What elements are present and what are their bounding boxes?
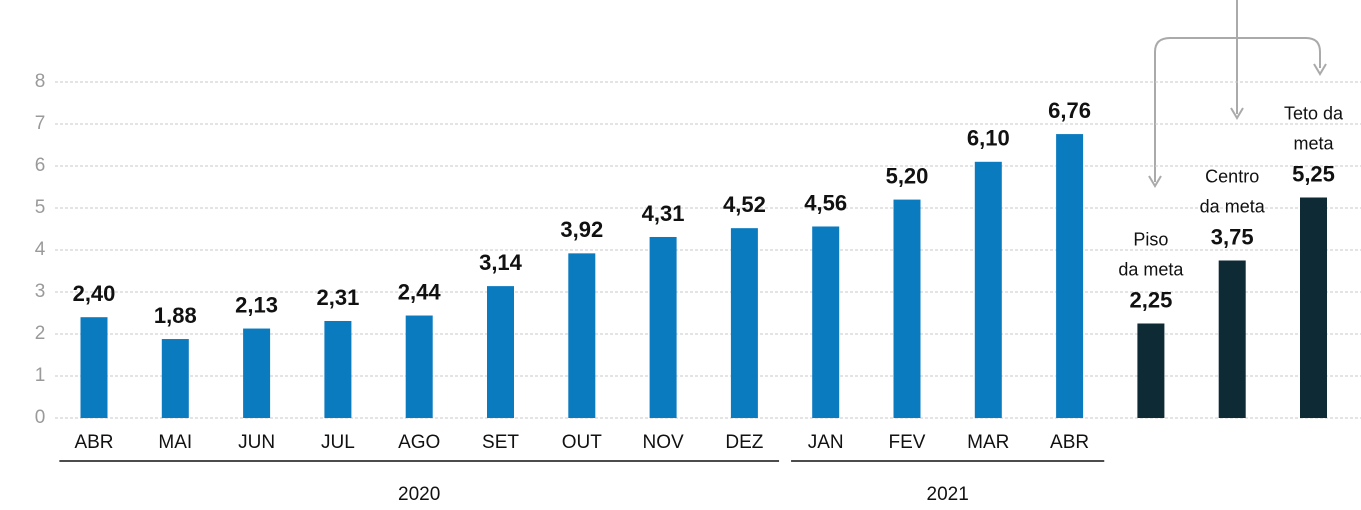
value-label: 1,88	[154, 303, 197, 328]
value-label: 4,31	[642, 201, 685, 226]
group-label: 2021	[927, 484, 969, 505]
bar	[1137, 323, 1165, 418]
value-label: 6,76	[1048, 98, 1091, 123]
bar	[1300, 197, 1327, 418]
x-tick-label: DEZ	[725, 432, 763, 453]
bar	[1218, 260, 1246, 418]
value-label: 3,92	[560, 217, 603, 242]
y-tick-label: 0	[35, 407, 46, 428]
x-tick-label: JAN	[808, 432, 844, 453]
value-label: 3,75	[1211, 224, 1254, 249]
value-label: 3,14	[479, 250, 523, 275]
x-tick-label: JUL	[321, 432, 355, 453]
value-label: 2,13	[235, 292, 278, 317]
y-tick-label: 7	[35, 113, 46, 134]
annotation: Teto da	[1284, 103, 1344, 123]
bar	[568, 253, 596, 418]
target-arrows	[1148, 0, 1327, 188]
annotation: da meta	[1200, 196, 1266, 216]
group-label: 2020	[398, 484, 440, 505]
value-label: 5,20	[886, 163, 929, 188]
x-tick-label: MAR	[967, 432, 1009, 453]
x-tick-label: ABR	[1050, 432, 1089, 453]
bar	[487, 286, 514, 418]
y-tick-label: 5	[35, 197, 46, 218]
annotation: Piso	[1133, 229, 1168, 249]
bar	[243, 328, 271, 418]
x-tick-label: ABR	[74, 432, 113, 453]
y-tick-label: 8	[35, 71, 46, 92]
bar	[649, 236, 677, 418]
bar	[812, 226, 840, 418]
annotation: Centro	[1205, 166, 1259, 186]
bar	[324, 320, 352, 418]
bar	[80, 317, 108, 418]
annotation: da meta	[1118, 259, 1184, 279]
bar	[730, 228, 758, 418]
y-tick-label: 2	[35, 323, 46, 344]
bar	[893, 199, 921, 418]
x-tick-label: MAI	[158, 432, 192, 453]
y-tick-label: 6	[35, 155, 46, 176]
x-tick-label: FEV	[889, 432, 926, 453]
value-label: 2,25	[1129, 287, 1172, 312]
value-label: 2,44	[398, 279, 442, 304]
x-tick-label: NOV	[643, 432, 685, 453]
annotation: meta	[1293, 133, 1334, 153]
x-tick-label: SET	[482, 432, 519, 453]
value-label: 4,56	[804, 190, 847, 215]
y-tick-label: 4	[35, 239, 46, 260]
bar	[161, 339, 189, 418]
bar	[974, 161, 1002, 419]
value-label: 6,10	[967, 126, 1010, 151]
value-label: 2,31	[316, 285, 359, 310]
bar	[1056, 134, 1084, 418]
x-tick-label: OUT	[562, 432, 603, 453]
x-tick-label: JUN	[238, 432, 275, 453]
value-label: 5,25	[1292, 161, 1335, 186]
value-label: 2,40	[73, 281, 116, 306]
y-tick-label: 1	[35, 365, 46, 386]
value-label: 4,52	[723, 192, 766, 217]
x-tick-label: AGO	[398, 432, 440, 453]
y-tick-label: 3	[35, 281, 46, 302]
bar	[405, 315, 433, 418]
